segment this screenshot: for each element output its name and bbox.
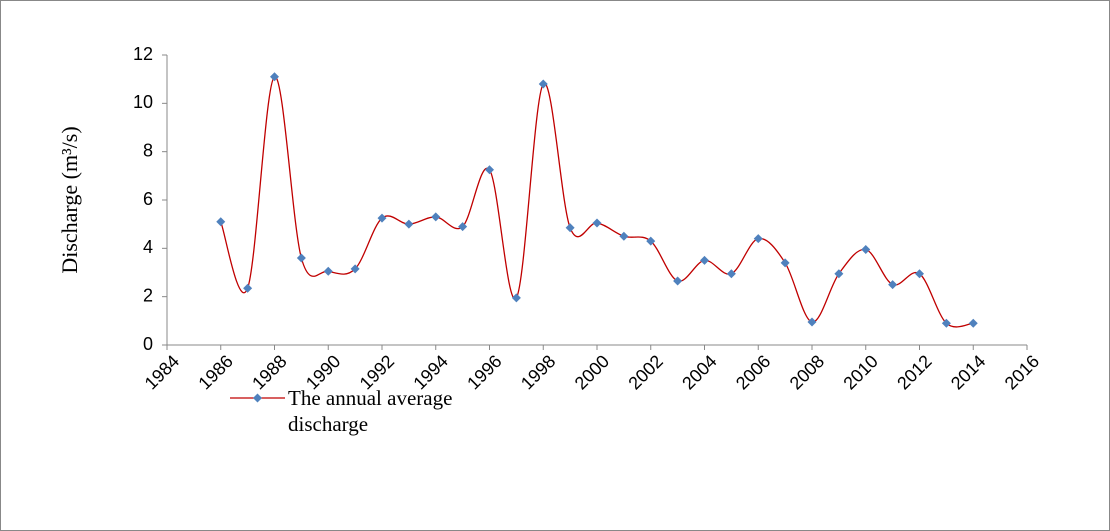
data-point: [968, 318, 978, 328]
y-tick-label: 6: [143, 189, 153, 209]
data-point: [296, 253, 306, 263]
y-axis-label: Discharge (m³/s): [57, 126, 82, 273]
data-point: [700, 255, 709, 265]
data-point: [915, 269, 924, 279]
data-point: [216, 217, 226, 227]
legend-label: The annual average discharge: [288, 386, 453, 436]
data-point: [565, 223, 575, 233]
data-point: [834, 269, 844, 279]
data-point: [431, 212, 441, 222]
y-tick-label: 8: [143, 140, 153, 160]
data-point: [511, 293, 521, 303]
y-tick-label: 2: [143, 285, 153, 305]
y-tick-label: 12: [133, 44, 153, 64]
data-point: [726, 269, 736, 279]
data-point: [243, 283, 253, 293]
data-point: [619, 231, 629, 241]
data-point: [888, 280, 898, 290]
data-point: [350, 264, 360, 274]
data-point: [646, 236, 656, 246]
y-tick-label: 0: [143, 334, 153, 354]
legend-marker: [253, 393, 262, 403]
y-tick-label: 10: [133, 92, 153, 112]
data-point: [780, 258, 790, 268]
y-tick-label: 4: [143, 237, 153, 257]
data-point: [485, 165, 494, 175]
data-point: [458, 222, 468, 232]
data-point: [270, 72, 279, 82]
data-point: [538, 79, 548, 89]
data-point: [592, 218, 602, 228]
data-point: [404, 219, 414, 229]
data-point: [673, 276, 683, 286]
data-point: [807, 317, 817, 327]
series-line: [220, 76, 974, 328]
data-point: [861, 245, 871, 255]
data-point: [377, 213, 387, 223]
data-point: [941, 318, 951, 328]
data-point: [323, 266, 333, 276]
data-point: [753, 234, 763, 244]
